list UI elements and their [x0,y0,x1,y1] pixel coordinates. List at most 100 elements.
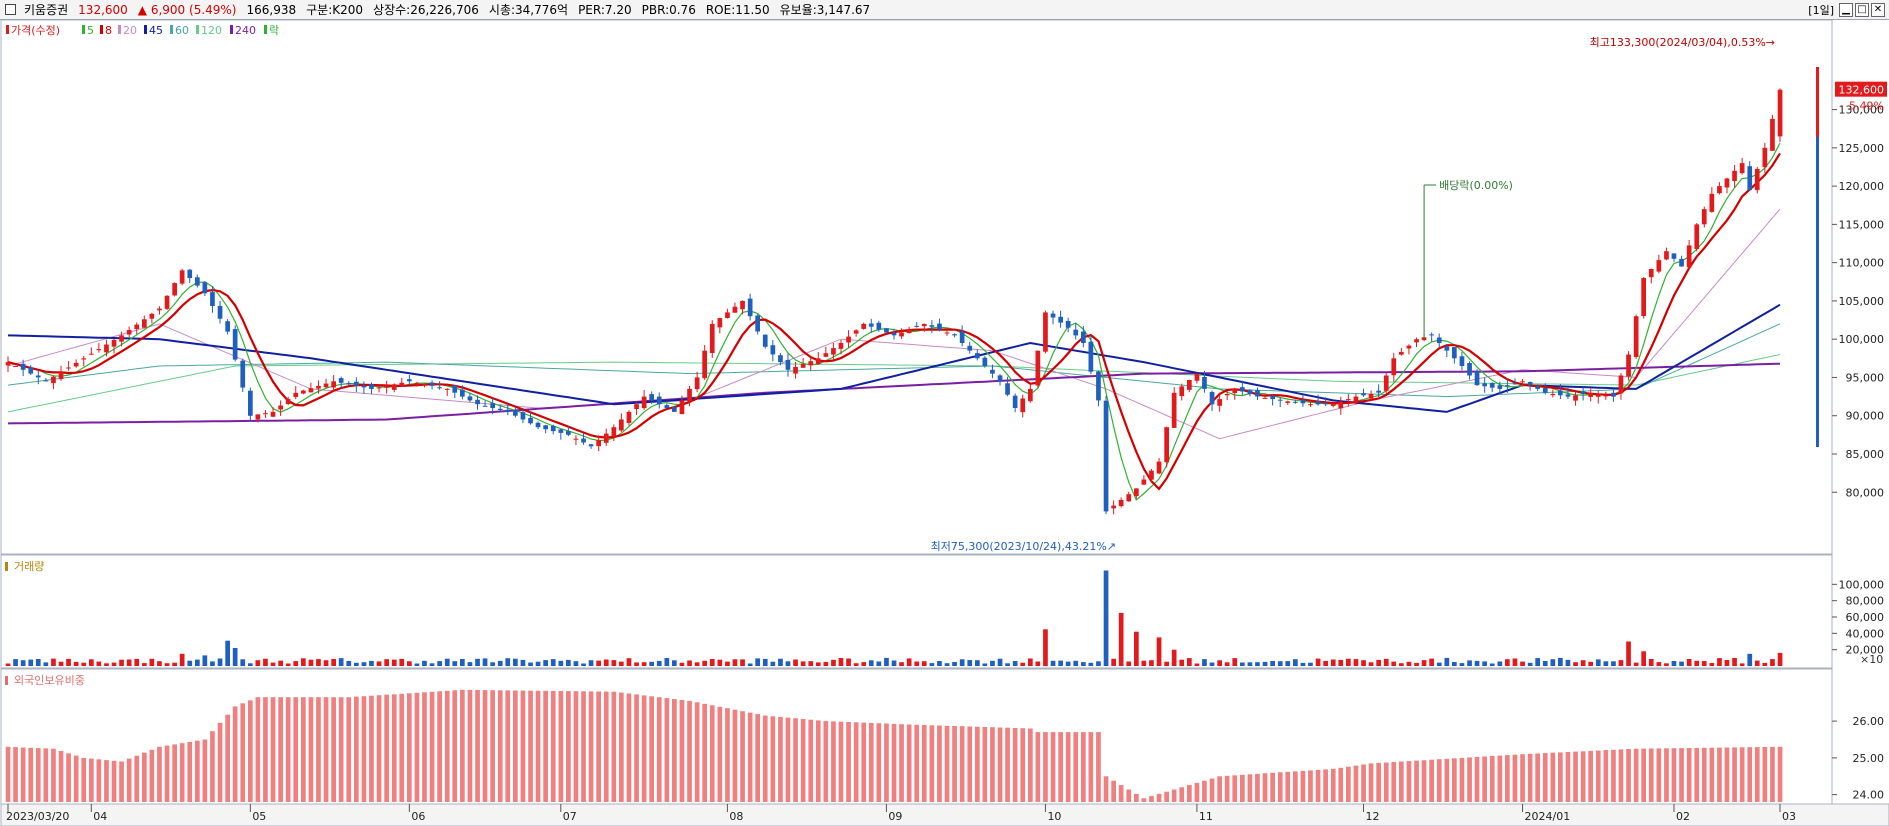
minimize-icon[interactable]: ▁ [1839,3,1853,17]
candle-body [1641,278,1646,317]
volume-bar [975,660,980,666]
candle-body [58,372,64,380]
price-tick-label: 120,000 [1839,180,1885,193]
candle-body [558,429,564,433]
foreign-bar [1482,756,1487,802]
foreign-bar [861,722,867,802]
candle-body [1005,383,1010,395]
candle-body [1770,118,1775,151]
candle-body [1028,388,1033,402]
candle-body [157,308,162,311]
foreign-bar [800,719,806,802]
listed-shares: 상장수:26,226,706 [373,3,479,17]
foreign-bar [1436,759,1442,802]
candle-body [1542,388,1548,393]
candle-body [1664,251,1669,260]
foreign-bar [1118,785,1124,802]
foreign-bar [1187,785,1192,802]
candle-body [217,305,223,319]
foreign-bar [1141,798,1147,802]
candle-body [1118,499,1124,507]
date-label: 08 [729,810,743,823]
candle-body [1489,383,1495,388]
foreign-bar [725,708,730,802]
foreign-bar [755,714,760,802]
candle-body [1171,392,1177,428]
volume-bar [149,658,155,666]
foreign-bar [975,726,980,802]
foreign-bar [1527,753,1533,802]
period-selector[interactable]: [1일] [1808,4,1834,17]
stock-name[interactable]: 키움증권 [24,3,69,17]
volume-bar [1648,659,1654,666]
volume-bar [1565,659,1571,666]
volume-bar [1262,661,1268,666]
volume-tick-label: 20,000 [1846,644,1885,657]
foreign-bar [1134,793,1139,802]
volume-bar [634,662,639,666]
volume-bar [1558,657,1563,666]
volume-bar [255,660,261,666]
volume-bar [1383,658,1389,666]
foreign-bar [747,712,753,802]
volume-bar [1346,658,1351,666]
price-tick-label: 105,000 [1839,295,1885,308]
candle-body [513,409,518,416]
volume-bar [649,661,654,666]
price-tick-label: 100,000 [1839,333,1885,346]
candle-body [1164,427,1169,463]
candle-body [679,400,685,415]
volume-bar [1118,612,1124,666]
candle-body [1035,350,1041,386]
candle-body [149,313,155,319]
foreign-bar [1391,762,1397,802]
volume-bar [1452,662,1457,666]
volume-bar [422,660,427,666]
candle-body [248,390,253,416]
volume-bar [914,661,920,666]
candle-body [346,383,352,385]
volume-bar [376,661,382,666]
volume-bar [179,653,185,667]
candle-body [28,367,34,374]
candle-body [1633,316,1639,357]
candle-body [1686,245,1692,268]
volume-bar [1679,661,1684,666]
foreign-bar [73,755,79,802]
volume-tick-label: 40,000 [1846,627,1885,640]
foreign-bar [694,702,700,802]
foreign-bar [1747,747,1753,802]
foreign-bar [884,723,889,802]
volume-bar [1527,662,1533,666]
foreign-bar [846,722,851,802]
volume-bar [1611,661,1616,666]
candle-body [338,378,344,383]
volume-bar [1474,660,1480,666]
volume-bar [429,663,435,666]
candle-body [1747,166,1753,190]
scroll-indicator-blue [1816,137,1819,447]
foreign-bar [1565,752,1571,802]
foreign-bar [217,722,223,802]
volume-bar [1641,651,1646,666]
foreign-bar [1421,760,1427,802]
foreign-bar [1489,756,1495,802]
foreign-bars [5,689,1783,802]
foreign-bar [1255,773,1260,802]
foreign-bar [906,724,912,802]
foreign-bar [1202,780,1207,802]
foreign-bar [20,747,26,802]
volume-bar [853,663,859,666]
window-menu-icon[interactable] [5,4,16,15]
candle-body [119,335,124,342]
close-icon[interactable]: ✕ [1871,3,1885,17]
candle-body [535,422,541,428]
volume-bar [278,660,283,666]
volume-bar [1088,662,1094,666]
volume-bar [641,662,647,666]
volume-bar [1421,660,1427,666]
volume-bar [1126,661,1132,666]
maximize-icon[interactable]: □ [1855,3,1869,17]
candle-body [944,332,950,334]
foreign-bar [1626,749,1631,802]
